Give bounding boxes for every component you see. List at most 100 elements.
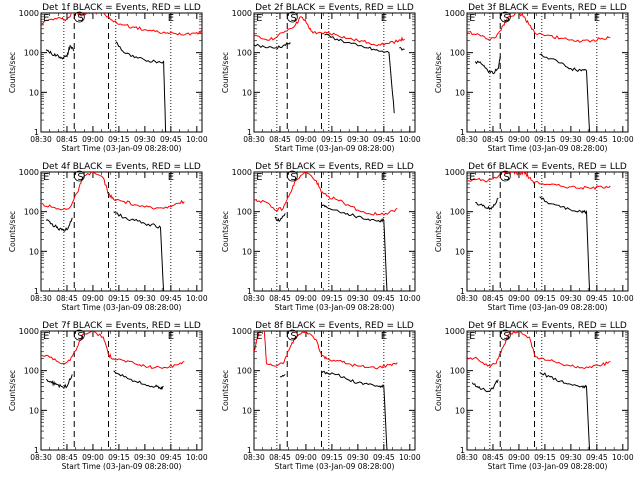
- y-tick-label: 10: [455, 406, 465, 415]
- plot-frame: [253, 171, 416, 292]
- y-axis-label: Counts/sec: [434, 52, 443, 93]
- saa-circle: [499, 11, 511, 23]
- eclipse-marker-label: E: [594, 172, 600, 183]
- x-axis-label: Start Time (03-Jan-09 08:28:00): [488, 144, 608, 153]
- events-rate-line: [471, 372, 591, 450]
- series-group: [41, 172, 185, 291]
- x-tick-label: 08:30: [243, 135, 265, 144]
- eclipse-marker-label: E: [469, 13, 475, 24]
- x-tick-label: 09:15: [321, 294, 343, 303]
- x-tick-label: 09:30: [560, 135, 582, 144]
- chart-panel-3: Det 3f BLACK = Events, RED = LLD 1 10 100 10…: [434, 3, 634, 153]
- y-tick-label: 100: [24, 367, 39, 376]
- events-rate-line: [254, 33, 405, 114]
- y-tick-label: 1: [247, 287, 252, 296]
- x-tick-label: 08:45: [269, 135, 291, 144]
- x-axis-label: Start Time (03-Jan-09 08:28:00): [275, 303, 395, 312]
- eclipse-marker-label: E: [168, 172, 174, 183]
- x-tick-label: 08:30: [243, 453, 265, 462]
- x-tick-label: 10:00: [612, 135, 634, 144]
- lld-rate-line: [41, 331, 185, 369]
- x-tick-label: 08:30: [456, 453, 478, 462]
- y-axis-label: Counts/sec: [8, 211, 17, 252]
- events-rate-line: [45, 41, 167, 132]
- x-tick-label: 09:45: [586, 135, 608, 144]
- x-tick-label: 09:45: [160, 135, 182, 144]
- x-tick-label: 10:00: [186, 135, 208, 144]
- x-tick-label: 09:45: [373, 294, 395, 303]
- chart-panel-4: Det 4f BLACK = Events, RED = LLD 1 10 100 10…: [8, 162, 208, 312]
- lld-rate-line: [254, 16, 405, 47]
- y-tick-label: 1: [34, 128, 39, 137]
- y-tick-label: 1: [247, 128, 252, 137]
- x-tick-label: 08:45: [269, 294, 291, 303]
- chart-title: Det 4f BLACK = Events, RED = LLD: [42, 162, 201, 172]
- x-tick-label: 10:00: [612, 453, 634, 462]
- y-axis-label: Counts/sec: [434, 211, 443, 252]
- x-tick-label: 08:45: [56, 453, 78, 462]
- plot-frame: [40, 171, 203, 292]
- saa-marker-label: S: [77, 13, 83, 24]
- y-tick-label: 10: [29, 247, 39, 256]
- series-group: [254, 172, 398, 291]
- saa-circle: [286, 170, 298, 182]
- chart-title: Det 2f BLACK = Events, RED = LLD: [255, 3, 414, 13]
- eclipse-marker-label: E: [168, 13, 174, 24]
- saa-marker-label: S: [503, 13, 509, 24]
- x-tick-label: 10:00: [186, 294, 208, 303]
- x-tick-label: 09:45: [160, 453, 182, 462]
- y-tick-label: 10: [29, 406, 39, 415]
- eclipse-marker-label: E: [168, 331, 174, 342]
- series-group: [467, 331, 611, 450]
- eclipse-marker-label: E: [469, 331, 475, 342]
- eclipse-marker-label: E: [594, 331, 600, 342]
- y-tick-label: 1000: [19, 9, 39, 18]
- x-tick-label: 08:30: [30, 135, 52, 144]
- y-tick-label: 1000: [445, 327, 465, 336]
- events-rate-line: [475, 196, 591, 291]
- eclipse-marker-label: E: [256, 13, 262, 24]
- x-tick-label: 08:45: [482, 135, 504, 144]
- series-group: [41, 13, 202, 132]
- saa-circle: [286, 11, 298, 23]
- series-group: [254, 16, 405, 114]
- y-tick-label: 100: [450, 49, 465, 58]
- eclipse-marker-label: E: [381, 331, 387, 342]
- saa-circle: [499, 329, 511, 341]
- y-tick-label: 100: [237, 208, 252, 217]
- x-tick-label: 09:45: [373, 135, 395, 144]
- y-tick-label: 1: [34, 446, 39, 455]
- x-tick-label: 09:00: [295, 453, 317, 462]
- chart-title: Det 1f BLACK = Events, RED = LLD: [42, 3, 201, 13]
- chart-panel-9: Det 9f BLACK = Events, RED = LLD 1 10 100 10…: [434, 321, 634, 471]
- saa-circle: [73, 11, 85, 23]
- y-tick-label: 1000: [232, 327, 252, 336]
- x-tick-label: 08:30: [243, 294, 265, 303]
- plot-frame: [40, 12, 203, 133]
- y-tick-label: 100: [24, 49, 39, 58]
- x-tick-label: 09:00: [82, 294, 104, 303]
- y-tick-label: 1: [34, 287, 39, 296]
- x-tick-label: 10:00: [399, 135, 421, 144]
- lld-rate-line: [41, 172, 185, 211]
- x-axis-label: Start Time (03-Jan-09 08:28:00): [62, 462, 182, 471]
- chart-title: Det 5f BLACK = Events, RED = LLD: [255, 162, 414, 172]
- x-tick-label: 10:00: [186, 453, 208, 462]
- plot-frame: [466, 330, 629, 451]
- plot-frame: [253, 12, 416, 133]
- x-tick-label: 09:45: [373, 453, 395, 462]
- y-tick-label: 10: [242, 247, 252, 256]
- chart-title: Det 6f BLACK = Events, RED = LLD: [468, 162, 627, 172]
- y-axis-label: Counts/sec: [8, 370, 17, 411]
- lld-rate-line: [254, 172, 398, 216]
- saa-marker-label: S: [290, 172, 296, 183]
- x-tick-label: 09:15: [108, 135, 130, 144]
- eclipse-marker-label: E: [43, 331, 49, 342]
- y-tick-label: 100: [237, 49, 252, 58]
- chart-panel-7: Det 7f BLACK = Events, RED = LLD 1 10 100 10…: [8, 321, 208, 471]
- y-tick-label: 10: [242, 88, 252, 97]
- x-tick-label: 09:00: [508, 294, 530, 303]
- x-axis-label: Start Time (03-Jan-09 08:28:00): [275, 144, 395, 153]
- x-tick-label: 08:45: [56, 294, 78, 303]
